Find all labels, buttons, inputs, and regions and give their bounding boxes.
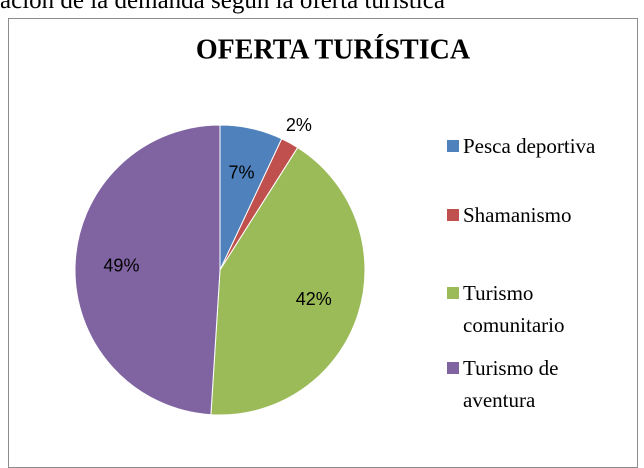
legend-label: Turismo comunitario [463,281,565,337]
data-label: 7% [229,163,255,183]
legend-swatch [447,140,459,152]
legend-swatch [447,209,459,221]
data-label: 49% [103,256,139,276]
legend-swatch [447,287,459,299]
legend-label: Turismo de aventura [463,356,559,412]
legend-item: Pesca deportiva [447,130,627,162]
pie-slice [74,124,221,416]
legend-label: Pesca deportiva [463,134,596,158]
data-label: 42% [296,289,332,309]
pie-slice [210,146,366,416]
legend-swatch [447,362,459,374]
chart-title: OFERTA TURÍSTICA [196,34,471,65]
legend-item: Turismo de aventura [447,352,627,416]
legend-label: Shamanismo [463,203,572,227]
heading: ación de la demanda según la oferta turí… [0,0,445,14]
data-label: 2% [286,115,312,135]
legend-item: Shamanismo [447,199,627,231]
legend-item: Turismo comunitario [447,277,627,341]
